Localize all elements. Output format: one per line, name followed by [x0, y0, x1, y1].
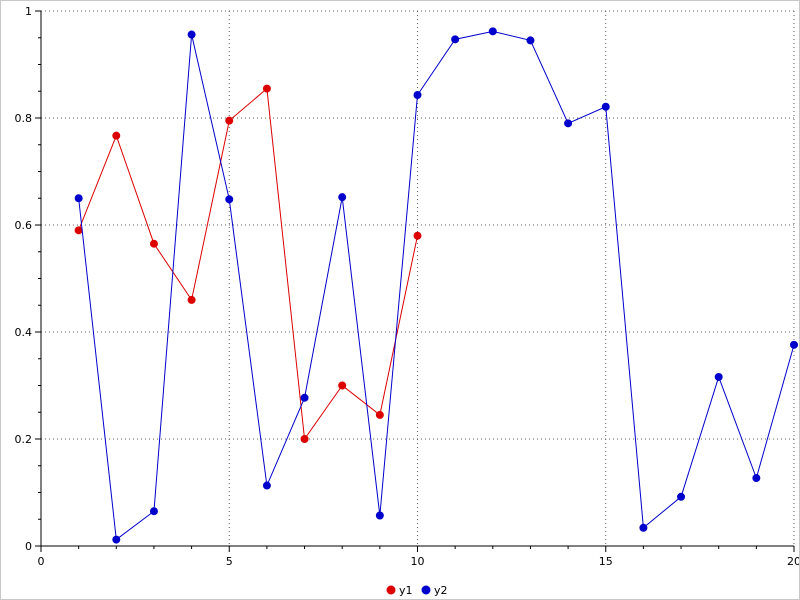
series-y1-data-point — [338, 381, 347, 390]
series-y1-data-point — [413, 231, 422, 240]
series-y1-data-point — [187, 295, 196, 304]
x-tick-label: 5 — [226, 555, 233, 568]
series-y2-data-point — [225, 195, 234, 204]
series-y2-data-point — [526, 36, 535, 45]
series-y1-data-point — [74, 226, 83, 235]
series-y2-data-point — [112, 535, 121, 544]
series-y2-data-point — [601, 102, 610, 111]
series-y2-data-point — [413, 90, 422, 99]
legend-marker-y1 — [386, 585, 396, 595]
x-tick-label: 20 — [787, 555, 800, 568]
series-y1-data-point — [112, 131, 121, 140]
series-y2-data-point — [714, 372, 723, 381]
series-y2-data-point — [262, 481, 271, 490]
x-tick-label: 0 — [38, 555, 45, 568]
series-y2-line — [78, 30, 795, 541]
x-tick-label: 15 — [599, 555, 613, 568]
series-y2-data-point — [790, 340, 798, 349]
series-y2-data-point — [451, 35, 460, 44]
y-tick-label: 0.2 — [15, 433, 33, 446]
series-y2-data-point — [639, 523, 648, 532]
series-y1-data-point — [149, 239, 158, 248]
x-tick-label: 10 — [411, 555, 425, 568]
legend-marker-y2 — [421, 585, 431, 595]
series-y2-data-point — [149, 507, 158, 516]
series-y2-data-point — [488, 27, 497, 36]
series-y2-data-point — [677, 492, 686, 501]
series-y2-data-point — [375, 511, 384, 520]
series-y1-data-point — [225, 116, 234, 125]
legend-label-y2: y2 — [434, 584, 448, 597]
series-y1-data-point — [375, 410, 384, 419]
series-y1-line — [78, 87, 418, 441]
y-tick-label: 0.8 — [15, 112, 33, 125]
y-tick-label: 0.6 — [15, 219, 33, 232]
y-tick-label: 1 — [25, 5, 32, 18]
y-tick-label: 0.4 — [15, 326, 33, 339]
series-y1-data-point — [300, 435, 309, 443]
series-y1-data-point — [262, 84, 271, 93]
series-y2-data-point — [338, 193, 347, 202]
legend-label-y1: y1 — [399, 584, 413, 597]
series-y2-data-point — [752, 474, 761, 483]
series-y2-data-point — [74, 194, 83, 203]
series-y2-data-point — [300, 393, 309, 402]
series-y2-data-point — [187, 30, 196, 39]
series-y2-data-point — [564, 119, 573, 128]
y-tick-label: 0 — [25, 540, 32, 553]
